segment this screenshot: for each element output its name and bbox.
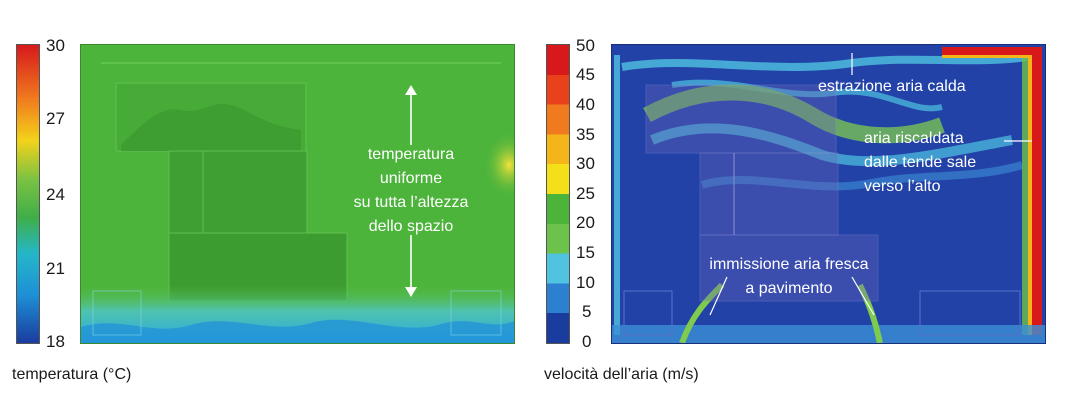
annotation-line: immissione aria fresca bbox=[709, 256, 869, 273]
temp-tick-18: 18 bbox=[46, 332, 65, 351]
annotation-line: a pavimento bbox=[745, 280, 833, 297]
velocity-color-scale bbox=[546, 44, 570, 344]
temperature-field-image: temperatura uniforme su tutta l’altezza … bbox=[80, 44, 515, 344]
vel-tick-45: 45 bbox=[576, 65, 595, 84]
temperature-field-graphic bbox=[81, 45, 514, 343]
vel-tick-40: 40 bbox=[576, 95, 595, 114]
temp-tick-30: 30 bbox=[46, 36, 65, 55]
annotation-line: temperatura bbox=[367, 146, 455, 163]
uniform-temperature-annotation: temperatura uniforme su tutta l’altezza … bbox=[326, 143, 496, 239]
vel-tick-50: 50 bbox=[576, 36, 595, 55]
vel-tick-25: 25 bbox=[576, 184, 595, 203]
annotation-line: uniforme bbox=[379, 170, 443, 187]
velocity-caption: velocità dell’aria (m/s) bbox=[544, 366, 699, 383]
temp-tick-27: 27 bbox=[46, 109, 65, 128]
fresh-air-supply-annotation: immissione aria fresca a pavimento bbox=[700, 253, 878, 301]
vel-tick-0: 0 bbox=[582, 332, 592, 351]
annotation-line: aria riscaldata bbox=[864, 130, 964, 147]
annotation-line: verso l’alto bbox=[864, 178, 941, 195]
annotation-line: su tutta l’altezza bbox=[353, 194, 469, 211]
vel-tick-35: 35 bbox=[576, 125, 595, 144]
vel-tick-20: 20 bbox=[576, 213, 595, 232]
velocity-panel: 50 45 40 35 30 25 20 15 10 5 0 bbox=[530, 0, 1068, 411]
vel-tick-5: 5 bbox=[582, 302, 592, 321]
vel-tick-10: 10 bbox=[576, 273, 595, 292]
temp-tick-21: 21 bbox=[46, 259, 65, 278]
vel-tick-30: 30 bbox=[576, 154, 595, 173]
temperature-caption: temperatura (°C) bbox=[12, 366, 132, 383]
annotation-line: dalle tende sale bbox=[864, 154, 977, 171]
heated-air-annotation: aria riscaldata dalle tende sale verso l… bbox=[864, 127, 976, 199]
annotation-line: dello spazio bbox=[368, 218, 454, 235]
vel-tick-15: 15 bbox=[576, 243, 595, 262]
extraction-annotation: estrazione aria calda bbox=[818, 78, 966, 95]
height-arrow-icon bbox=[405, 85, 417, 297]
temperature-color-scale bbox=[16, 44, 40, 344]
velocity-field-graphic bbox=[612, 45, 1045, 343]
velocity-field-image: estrazione aria calda aria riscaldata da… bbox=[611, 44, 1046, 344]
temp-tick-24: 24 bbox=[46, 185, 65, 204]
temperature-panel: 30 27 24 21 18 bbox=[0, 0, 530, 411]
